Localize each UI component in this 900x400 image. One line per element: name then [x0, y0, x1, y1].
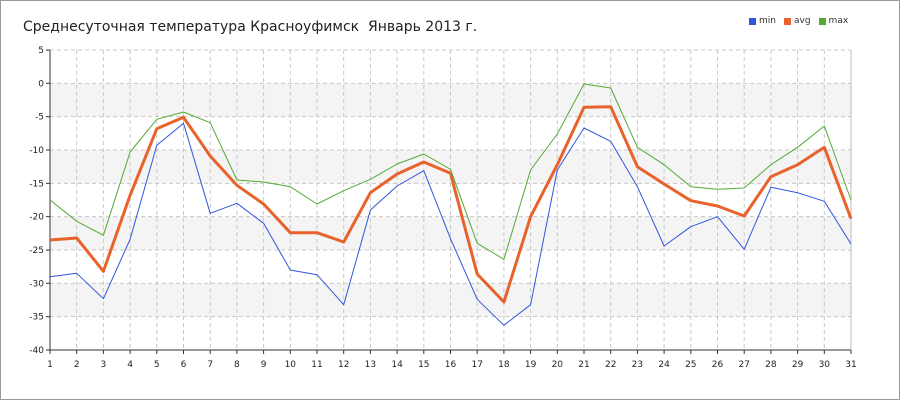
x-tick-label: 10: [285, 360, 297, 370]
x-tick-label: 13: [365, 360, 376, 370]
x-tick-label: 19: [525, 360, 537, 370]
x-tick-label: 16: [445, 360, 457, 370]
x-tick-label: 4: [127, 360, 133, 370]
legend-item-avg: avg: [783, 16, 811, 26]
x-tick-label: 8: [234, 360, 240, 370]
y-tick-label: -20: [29, 213, 44, 223]
legend-label-avg: avg: [793, 16, 811, 26]
x-tick-label: 29: [792, 360, 804, 370]
series-line-avg: [49, 105, 853, 304]
x-tick-label: 9: [261, 360, 267, 370]
x-tick-label: 12: [338, 360, 349, 370]
y-tick-label: -40: [29, 346, 44, 356]
x-tick-label: 3: [101, 360, 107, 370]
legend-swatch-avg: [783, 17, 791, 25]
x-tick-label: 18: [498, 360, 510, 370]
x-tick-label: 23: [632, 360, 643, 370]
x-tick-label: 30: [819, 360, 831, 370]
x-tick-label: 22: [605, 360, 616, 370]
x-tick-label: 21: [578, 360, 589, 370]
x-tick-label: 26: [712, 360, 724, 370]
legend-item-min: min: [749, 16, 776, 26]
y-tick-label: -10: [29, 146, 44, 156]
legend-item-max: max: [818, 16, 849, 26]
x-tick-label: 25: [685, 360, 696, 370]
y-tick-label: -30: [29, 279, 44, 289]
chart-legend: min avg max: [749, 16, 848, 26]
x-tick-label: 27: [738, 360, 749, 370]
x-tick-label: 5: [154, 360, 160, 370]
x-tick-label: 24: [658, 360, 670, 370]
legend-swatch-min: [749, 17, 756, 25]
y-tick-label: -25: [29, 246, 44, 256]
x-tick-label: 11: [311, 360, 322, 370]
y-tick-label: -15: [29, 179, 44, 189]
y-tick-label: 5: [38, 46, 44, 56]
series-line-min: [49, 122, 852, 326]
x-tick-label: 7: [207, 360, 213, 370]
series-line-max: [49, 83, 852, 260]
x-tick-label: 28: [765, 360, 777, 370]
x-tick-label: 15: [418, 360, 429, 370]
legend-label-min: min: [759, 16, 776, 26]
legend-swatch-max: [818, 17, 826, 25]
x-tick-label: 17: [471, 360, 482, 370]
x-tick-label: 14: [391, 360, 403, 370]
x-tick-label: 2: [74, 360, 80, 370]
x-tick-label: 1: [47, 360, 53, 370]
legend-label-max: max: [828, 16, 849, 26]
chart-title: Среднесуточная температура Красноуфимск …: [23, 19, 478, 35]
y-tick-label: 0: [38, 79, 44, 89]
x-tick-label: 20: [552, 360, 564, 370]
x-tick-label: 6: [181, 360, 187, 370]
x-tick-label: 31: [845, 360, 856, 370]
y-tick-label: -35: [29, 313, 44, 323]
y-tick-label: -5: [35, 113, 44, 123]
